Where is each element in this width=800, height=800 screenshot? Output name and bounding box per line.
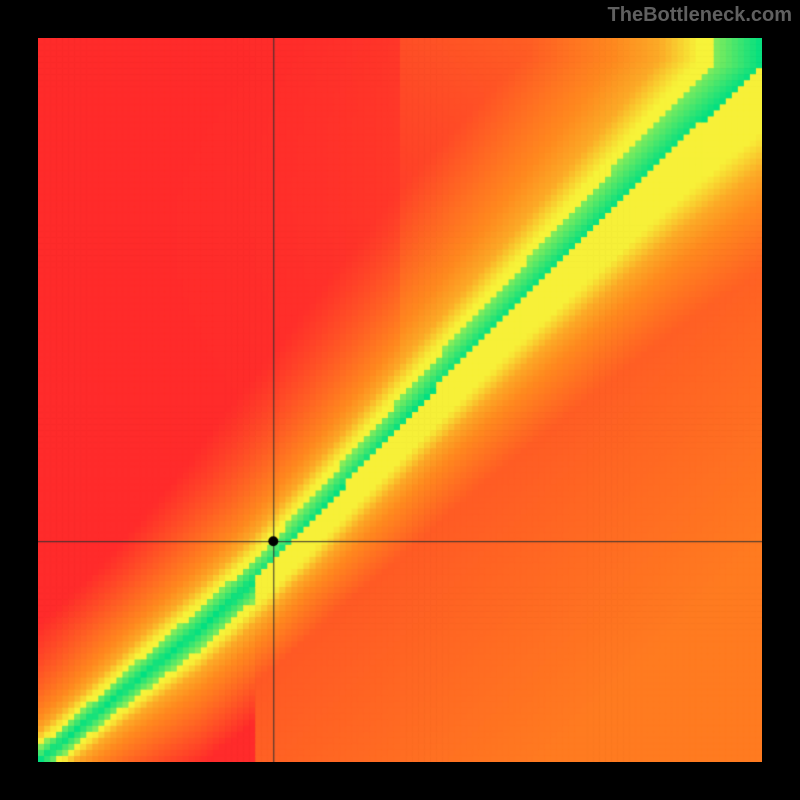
frame-left — [0, 0, 38, 800]
bottleneck-heatmap — [38, 38, 762, 762]
frame-bottom — [0, 762, 800, 800]
frame-right — [762, 0, 800, 800]
source-label: TheBottleneck.com — [608, 4, 792, 27]
